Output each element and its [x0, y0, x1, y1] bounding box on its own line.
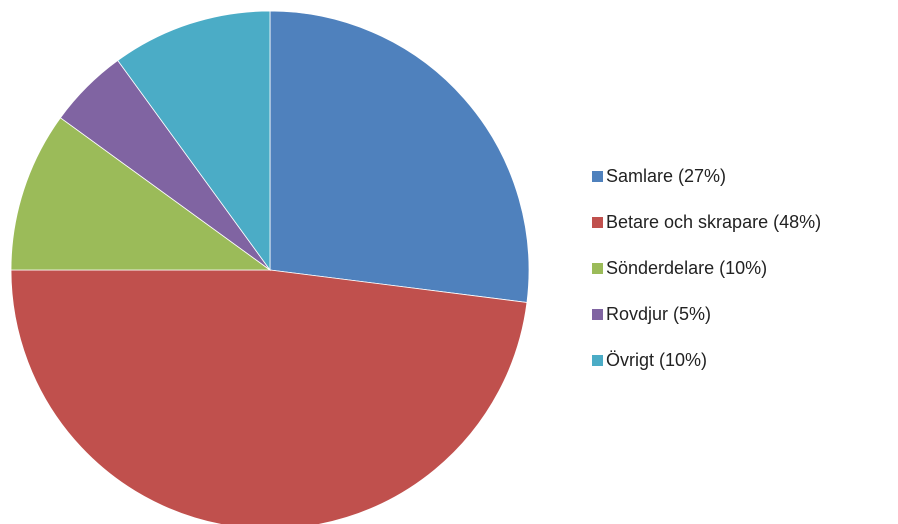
- legend-label: Betare och skrapare (48%): [606, 212, 821, 232]
- legend-swatch: [592, 171, 603, 182]
- legend-label: Sönderdelare (10%): [606, 258, 767, 278]
- pie-slice: [269, 10, 530, 303]
- pie-slice: [117, 10, 271, 272]
- legend-swatch: [592, 309, 603, 320]
- legend-swatch: [592, 263, 603, 274]
- legend-label: Samlare (27%): [606, 166, 726, 186]
- legend-swatch: [592, 355, 603, 366]
- pie-slice: [10, 269, 528, 524]
- pie-slice: [10, 117, 272, 271]
- legend-label: Rovdjur (5%): [606, 304, 711, 324]
- legend-label: Övrigt (10%): [606, 350, 707, 370]
- legend-swatch: [592, 217, 603, 228]
